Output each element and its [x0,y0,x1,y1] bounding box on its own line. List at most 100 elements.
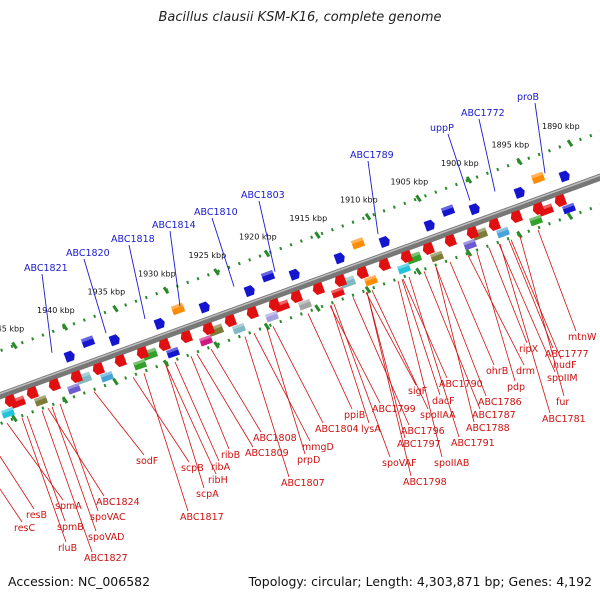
reverse-gene-arrow-body [26,386,40,400]
reverse-gene-arrow [70,370,84,384]
reverse-leader-line [0,488,23,523]
reverse-track-block [165,346,181,359]
reverse-leader-line [26,415,66,522]
reverse-gene-arrow-body [356,265,370,280]
forward-gene-block-body [260,269,276,283]
forward-gene-arrow [108,334,120,347]
reverse-gene-arrow-body [290,289,304,304]
reverse-track-block-body [561,202,577,215]
reverse-gene-arrow-body [422,241,436,256]
forward-gene-arrow [333,252,345,265]
reverse-leader-line [143,373,189,512]
forward-gene-arrow-body [333,252,345,265]
reverse-leader-line [329,305,381,404]
tick-label: 1945 kbp [0,324,24,333]
reverse-gene-label: scpB [181,463,204,474]
forward-gene-block [80,335,96,348]
reverse-track-block [132,358,148,371]
reverse-gene-label: ABC1777 [545,349,589,360]
forward-gene-block-shine [260,269,274,277]
scale-tick [566,139,574,148]
reverse-track-block [363,274,379,287]
reverse-track-block-shine [132,358,146,366]
reverse-leader-line [397,280,443,458]
reverse-track-block-body [396,262,412,275]
reverse-track-block [330,286,346,299]
reverse-gene-arrow [202,321,216,336]
forward-gene-label: ABC1814 [152,220,196,231]
forward-leader-line [534,102,546,174]
reverse-gene-label: ABC1788 [466,423,510,434]
forward-leader-line [211,217,235,287]
forward-gene-block-body [80,335,96,348]
forward-gene-block [260,269,276,283]
inner-scale-tick [112,377,119,386]
reverse-track-block-body [528,214,544,227]
tick-label: 1895 kbp [492,141,530,150]
reverse-track-block-body [462,238,478,251]
reverse-gene-arrow [26,386,40,400]
reverse-leader-line [423,271,481,410]
forward-leader-line [128,244,146,320]
reverse-gene-label: ABC1824 [96,497,140,508]
reverse-leader-line [6,422,64,501]
reverse-leader-line [365,292,417,386]
reverse-gene-arrow-body [136,345,150,360]
forward-gene-arrow [468,203,480,216]
reverse-gene-arrow-body [246,305,260,320]
forward-leader-line [83,258,107,334]
reverse-track-block-body [297,298,313,311]
forward-gene-label: ABC1820 [66,248,110,259]
reverse-gene-arrow-body [114,353,128,368]
reverse-gene-arrow-body [444,233,458,247]
forward-gene-arrow [423,219,435,232]
reverse-gene-label: ribA [211,462,231,473]
inner-scale-tick [11,414,18,423]
reverse-gene-arrow-body [70,370,84,384]
forward-gene-arrow [198,301,210,314]
reverse-gene-label: dacF [432,396,455,407]
reverse-track-block-body [330,286,346,299]
reverse-gene-arrow [224,313,238,328]
reverse-gene-label: spoVAD [88,532,125,543]
reverse-gene-arrow-body [4,394,18,408]
reverse-track-block-shine [198,334,212,342]
reverse-gene-label: spoIIAA [420,410,456,421]
reverse-track-block [297,298,313,311]
reverse-gene-label: spoIIM [547,373,578,384]
forward-gene-arrow [558,170,570,183]
reverse-gene-arrow [400,249,414,264]
reverse-gene-arrow [422,241,436,256]
reverse-gene-label: ABC1796 [401,426,445,437]
inner-scale-tick [314,304,321,312]
reverse-gene-arrow [466,225,480,239]
forward-leader-line [447,133,471,201]
reverse-leader-line [41,410,93,553]
reverse-leader-line [401,279,441,396]
reverse-leader-line [0,455,35,510]
reverse-gene-arrow [444,233,458,247]
reverse-gene-label: ribH [208,475,228,486]
forward-gene-arrow-body [198,301,210,314]
forward-gene-label: uppP [430,123,454,134]
forward-gene-arrow-body [243,285,255,298]
reverse-track-block-shine [33,394,47,402]
reverse-leader-line [165,365,217,475]
forward-gene-block [350,237,366,250]
reverse-track-block [396,262,412,275]
reverse-gene-label: ribB [221,450,240,461]
reverse-track-block-shine [297,298,311,306]
forward-gene-block-body [350,237,366,250]
reverse-leader-line [435,266,487,397]
forward-gene-block-shine [80,335,94,343]
tick-label: 1900 kbp [441,159,479,168]
scale-tick [162,286,170,295]
reverse-gene-label: pdp [507,382,525,393]
forward-gene-arrow [513,186,525,199]
reverse-leader-line [476,251,516,382]
reverse-gene-label: rluB [58,543,77,554]
reverse-gene-arrow-body [48,378,62,392]
reverse-gene-label: spoVAF [382,458,417,469]
reverse-track-block [264,310,280,323]
